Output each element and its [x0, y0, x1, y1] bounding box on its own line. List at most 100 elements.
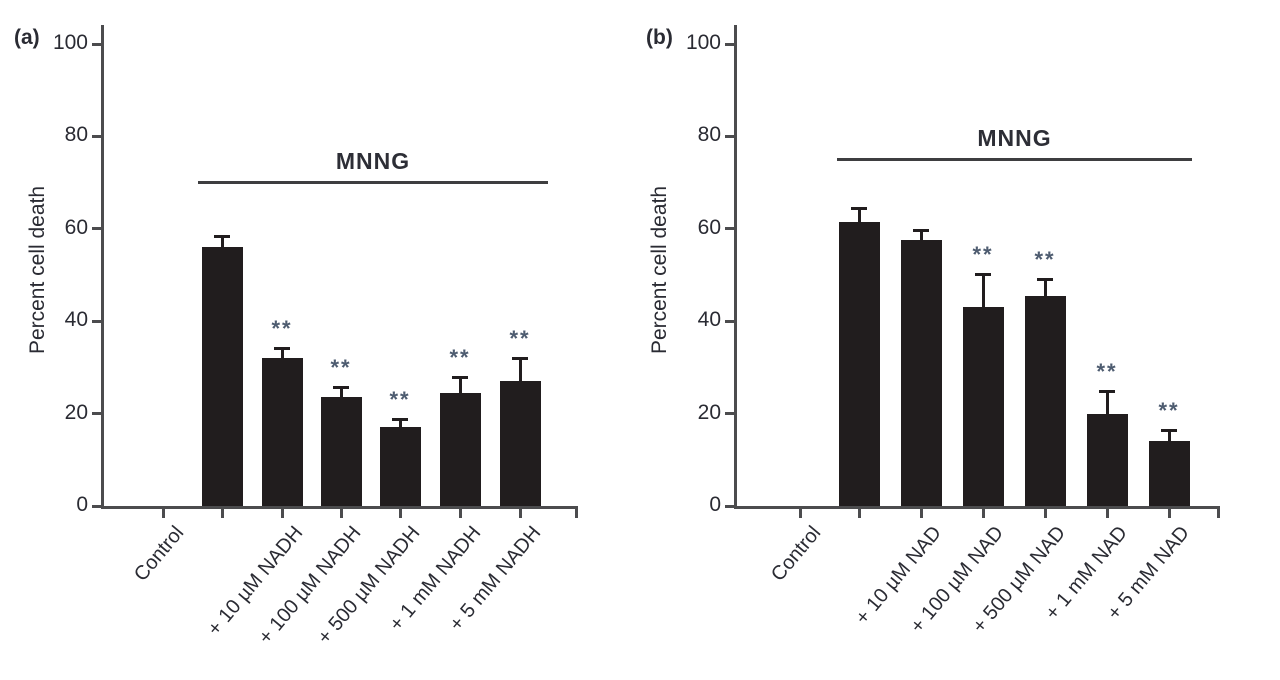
error-bar-cap	[1161, 428, 1177, 432]
bar	[379, 427, 421, 506]
y-tick-label: 60	[64, 215, 88, 239]
bar	[499, 381, 541, 506]
mnng-line	[198, 181, 548, 185]
y-tick	[725, 412, 735, 416]
bar	[1148, 441, 1190, 506]
error-bar-cap	[975, 272, 991, 276]
panel-a: (a) Percent cell death 0 20 40 60 80 100 Control…	[14, 25, 578, 649]
significance-marker: **	[1034, 246, 1056, 272]
error-bar-cap	[1037, 277, 1053, 281]
bar	[1086, 413, 1128, 506]
x-tick	[339, 509, 343, 518]
x-tick	[518, 509, 522, 518]
error-bar-cap	[274, 346, 290, 350]
bar	[439, 392, 481, 506]
y-tick	[92, 319, 102, 323]
error-bar-cap	[392, 418, 408, 422]
y-tick	[725, 319, 735, 323]
mnng-label: MNNG	[977, 124, 1052, 151]
x-tick-label: + 500 µM NADH	[313, 522, 425, 649]
significance-marker: **	[1096, 359, 1118, 385]
y-tick	[92, 42, 102, 46]
error-bar-stem	[518, 358, 522, 384]
x-axis-end-tick	[575, 509, 578, 518]
panel-label: (b)	[646, 26, 673, 49]
y-tick-label: 100	[52, 31, 88, 54]
y-tick	[725, 42, 735, 46]
error-bar-cap	[851, 207, 867, 210]
y-tick-label: 80	[697, 123, 721, 147]
y-tick	[725, 227, 735, 231]
error-bar-stem	[1043, 278, 1047, 298]
mnng-line	[837, 158, 1192, 161]
x-tick	[798, 509, 802, 518]
x-tick	[458, 509, 462, 518]
bar	[320, 397, 362, 506]
x-tick	[1043, 509, 1047, 518]
significance-marker: **	[389, 387, 411, 413]
bar	[201, 247, 243, 506]
x-axis	[102, 506, 578, 509]
y-axis	[733, 25, 737, 509]
error-bar-stem	[280, 347, 284, 361]
y-tick	[92, 412, 102, 416]
significance-marker: **	[330, 355, 352, 381]
error-bar-stem	[1105, 391, 1109, 416]
x-tick	[919, 509, 923, 518]
y-tick-label: 60	[697, 215, 721, 239]
significance-marker: **	[1158, 397, 1180, 423]
y-tick-label: 40	[64, 308, 88, 332]
error-bar-stem	[1167, 429, 1171, 444]
significance-marker: **	[509, 326, 531, 352]
x-tick	[220, 509, 224, 518]
error-bar-cap	[913, 228, 929, 232]
bar	[962, 307, 1004, 506]
x-axis-end-tick	[1217, 509, 1220, 518]
error-bar-cap	[1099, 390, 1115, 394]
error-bar-stem	[458, 377, 462, 395]
bar	[1024, 295, 1066, 506]
error-bar-stem	[981, 273, 985, 310]
error-bar-stem	[398, 419, 402, 430]
bar	[900, 240, 942, 506]
y-tick-label: 20	[64, 400, 88, 424]
x-tick	[280, 509, 284, 518]
mnng-label: MNNG	[335, 147, 411, 174]
error-bar-cap	[333, 386, 349, 390]
x-tick-label: Control	[766, 522, 825, 586]
y-tick-label: 40	[697, 308, 721, 332]
error-bar-stem	[919, 229, 923, 243]
x-tick	[398, 509, 402, 518]
error-bar-cap	[214, 234, 230, 238]
y-tick-label: 80	[64, 123, 88, 147]
y-tick-label: 0	[76, 493, 88, 516]
y-tick	[725, 134, 735, 138]
error-bar-cap	[452, 376, 468, 380]
panel-b: (b) Percent cell death 0 20 40 60 80 100 Control…	[640, 0, 1280, 680]
y-tick	[92, 134, 102, 138]
error-bar-stem	[857, 208, 861, 224]
bar	[261, 358, 303, 506]
y-tick-label: 100	[685, 31, 721, 54]
error-bar-stem	[339, 387, 343, 400]
y-tick-label: 0	[709, 493, 721, 516]
y-tick-label: 20	[697, 400, 721, 424]
error-bar-stem	[220, 235, 224, 250]
y-tick	[725, 504, 735, 508]
x-tick	[1167, 509, 1171, 518]
error-bar-cap	[512, 357, 528, 361]
x-tick	[161, 509, 165, 518]
significance-marker: **	[449, 345, 471, 371]
x-axis	[735, 506, 1220, 509]
y-tick	[92, 504, 102, 508]
x-tick	[981, 509, 985, 518]
y-axis	[100, 25, 104, 509]
y-tick	[92, 227, 102, 231]
x-tick-label: + 100 µM NADH	[254, 522, 366, 649]
significance-marker: **	[972, 241, 994, 267]
panel-label: (a)	[14, 26, 40, 49]
bar	[838, 221, 880, 506]
x-tick-label: Control	[129, 522, 188, 586]
x-tick	[1105, 509, 1109, 518]
